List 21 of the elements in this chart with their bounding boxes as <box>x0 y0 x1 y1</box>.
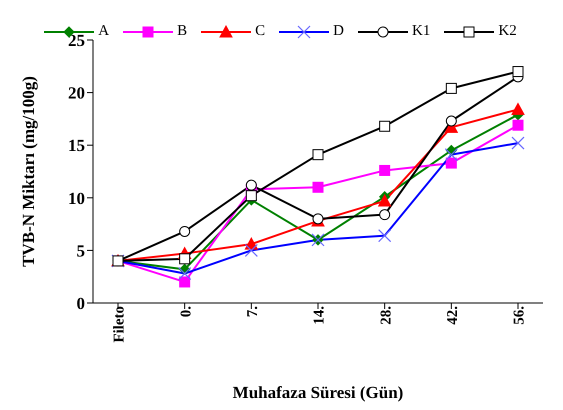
y-tick-label: 5 <box>76 241 85 260</box>
x-tick-label: 0. <box>178 306 194 318</box>
y-tick-label: 15 <box>68 136 85 156</box>
y-tick-label: 0 <box>76 294 85 314</box>
x-tick-label: Fileto <box>112 306 128 343</box>
legend-label: A <box>98 23 110 40</box>
x-tick-label: 14. <box>312 306 328 325</box>
x-tick-label: 56. <box>512 306 528 325</box>
x-tick-label: 7. <box>244 306 261 318</box>
y-tick-label: 10 <box>68 188 85 208</box>
y-axis-title: TVB-N Miktarı (mg/100g) <box>19 76 38 267</box>
legend-label: C <box>255 23 266 40</box>
y-tick-label: 25 <box>68 31 85 50</box>
x-tick-label: 42. <box>444 306 461 325</box>
legend-label: B <box>177 23 188 40</box>
x-axis-title: Muhafaza Süresi (Gün) <box>232 383 404 402</box>
y-tick-label: 20 <box>68 84 85 103</box>
legend-label: K1 <box>412 23 430 40</box>
x-tick-label: 28. <box>378 306 394 325</box>
legend-label: K2 <box>498 23 517 40</box>
legend-label: D <box>333 23 344 40</box>
